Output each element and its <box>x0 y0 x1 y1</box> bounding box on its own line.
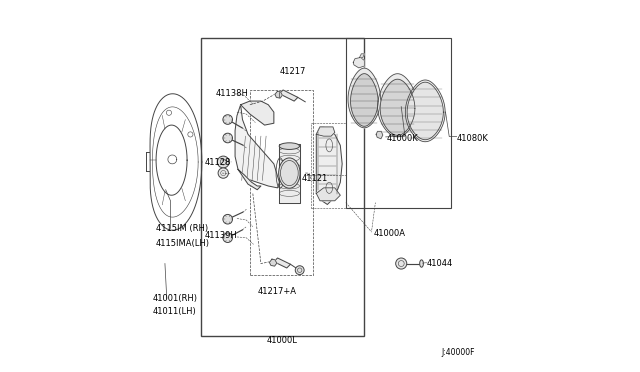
Text: 41217+A: 41217+A <box>257 287 296 296</box>
Circle shape <box>223 133 232 143</box>
Polygon shape <box>407 82 444 140</box>
Text: J:40000F: J:40000F <box>442 347 475 357</box>
Polygon shape <box>241 101 274 125</box>
Ellipse shape <box>279 143 300 150</box>
Circle shape <box>295 266 304 275</box>
Polygon shape <box>235 105 280 188</box>
Circle shape <box>218 156 229 168</box>
Polygon shape <box>360 54 364 58</box>
Polygon shape <box>378 74 417 137</box>
Text: 41011(LH): 41011(LH) <box>153 307 197 316</box>
Text: 41044: 41044 <box>427 259 453 268</box>
Polygon shape <box>280 144 300 203</box>
Polygon shape <box>376 131 383 139</box>
Polygon shape <box>269 259 277 266</box>
Bar <box>250 90 312 275</box>
Text: 41080K: 41080K <box>456 134 488 142</box>
Polygon shape <box>316 188 340 201</box>
Polygon shape <box>353 58 364 68</box>
Polygon shape <box>351 74 378 126</box>
Text: 41001(RH): 41001(RH) <box>153 294 198 303</box>
Ellipse shape <box>278 158 300 188</box>
Circle shape <box>223 233 232 243</box>
Polygon shape <box>316 127 335 136</box>
Ellipse shape <box>420 260 424 267</box>
Circle shape <box>396 258 407 269</box>
Polygon shape <box>275 91 282 98</box>
Bar <box>346 38 451 208</box>
Text: 4115IMA(LH): 4115IMA(LH) <box>156 239 210 248</box>
Polygon shape <box>380 79 415 135</box>
Text: 41138H: 41138H <box>216 89 249 98</box>
Polygon shape <box>274 258 291 268</box>
Circle shape <box>223 214 232 224</box>
Bar <box>201 38 364 336</box>
Polygon shape <box>316 127 342 205</box>
Circle shape <box>223 115 232 124</box>
Text: 41000L: 41000L <box>266 336 298 345</box>
Bar <box>311 123 346 208</box>
Text: 41000A: 41000A <box>374 230 406 238</box>
Polygon shape <box>280 90 298 101</box>
Polygon shape <box>405 80 445 142</box>
Polygon shape <box>348 68 381 128</box>
Polygon shape <box>238 169 261 190</box>
Text: 41128: 41128 <box>205 157 231 167</box>
Text: 41000K: 41000K <box>387 134 418 142</box>
Text: 41139H: 41139H <box>205 231 237 240</box>
Text: 41121: 41121 <box>301 174 328 183</box>
Text: 4115IM (RH): 4115IM (RH) <box>156 224 208 233</box>
Circle shape <box>218 168 228 178</box>
Text: 41217: 41217 <box>280 67 306 76</box>
